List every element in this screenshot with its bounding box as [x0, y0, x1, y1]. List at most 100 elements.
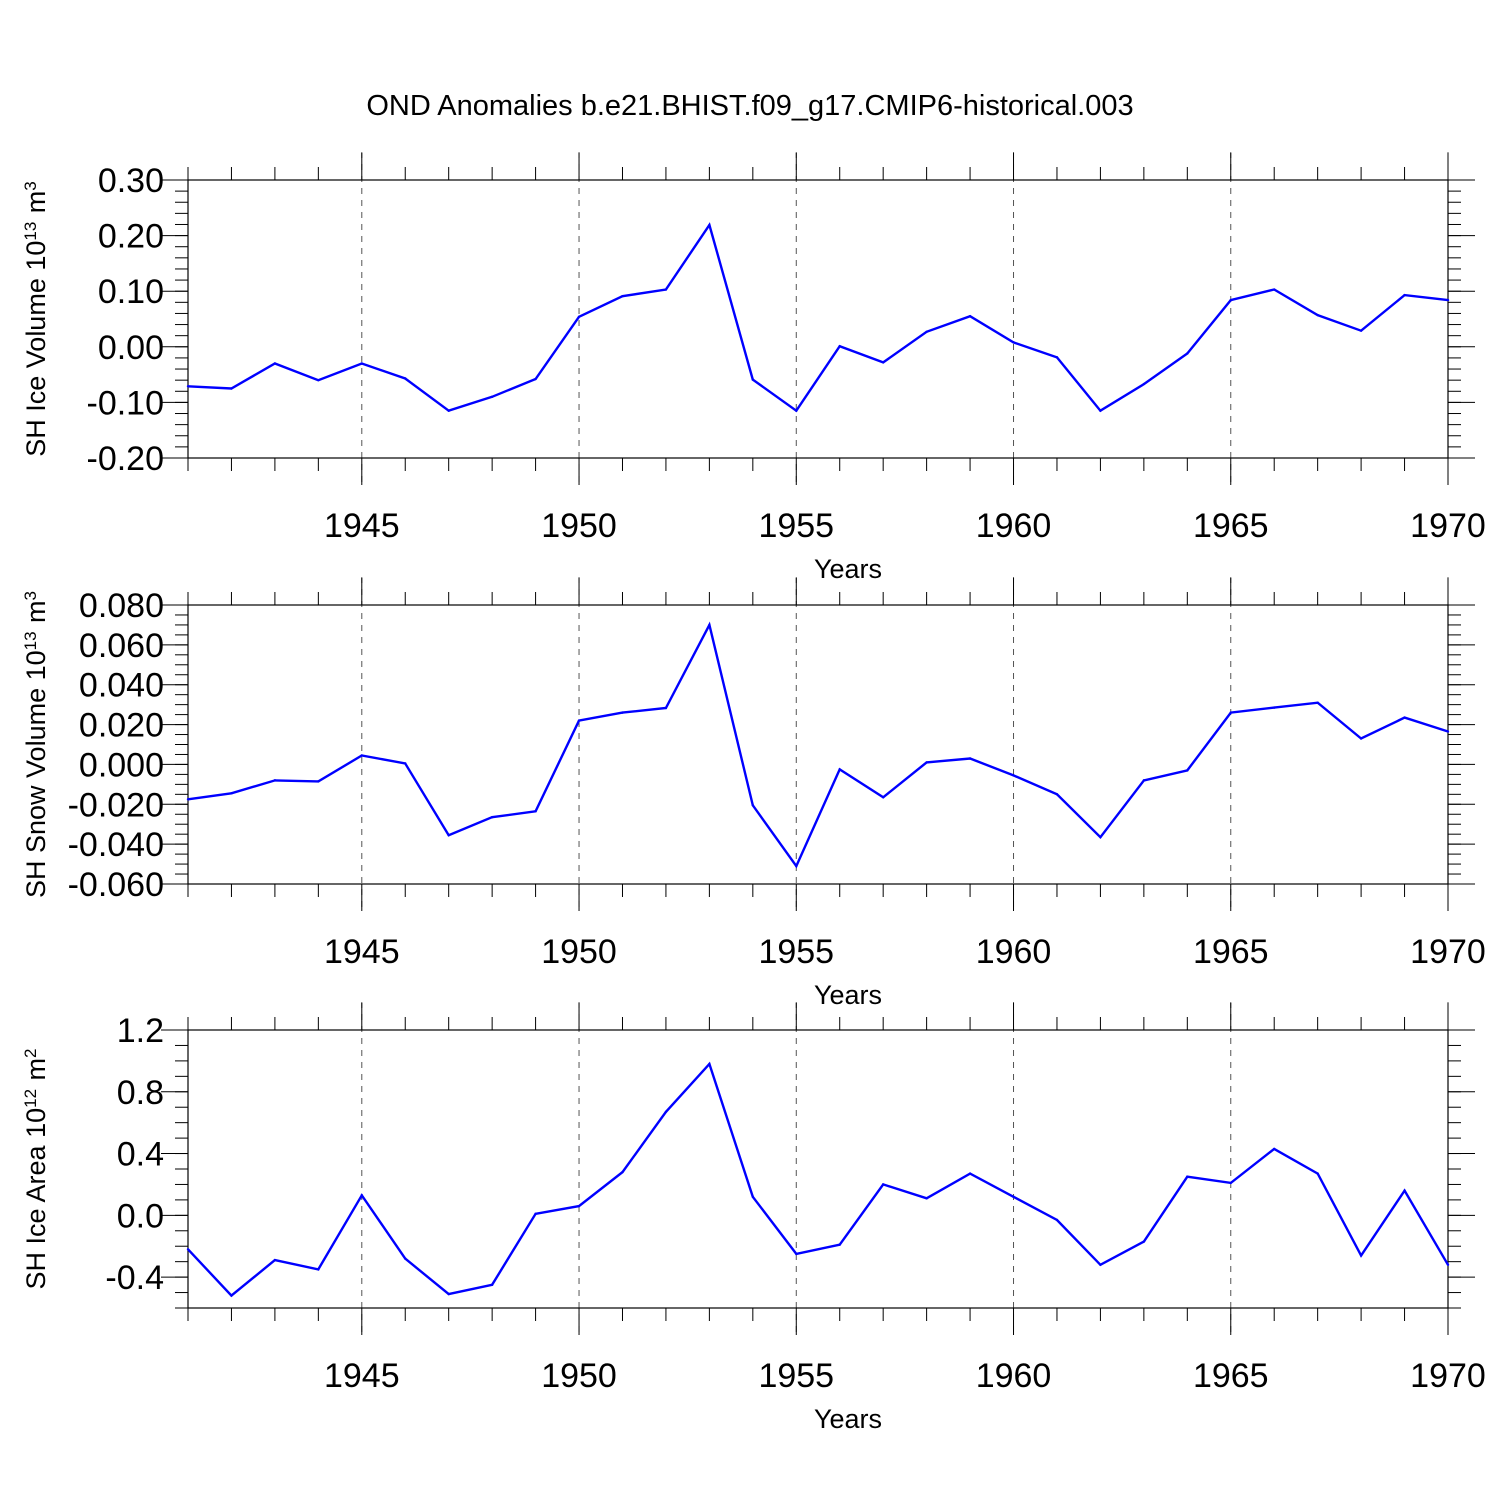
data-point — [577, 719, 581, 722]
y-tick-label: 0.4 — [117, 1136, 164, 1174]
data-point — [1403, 1189, 1406, 1192]
data-point — [186, 385, 190, 388]
data-point — [230, 792, 233, 795]
plot-frame — [187, 604, 1449, 885]
data-point — [621, 1170, 624, 1174]
data-point — [1099, 409, 1102, 412]
data-point — [838, 768, 841, 771]
x-axis-title: Years — [814, 554, 882, 584]
figure-title: OND Anomalies b.e21.BHIST.f09_g17.CMIP6-… — [366, 90, 1133, 122]
y-tick-label: 0.20 — [98, 218, 164, 256]
data-point — [1359, 329, 1363, 332]
y-tick-label: -0.020 — [68, 786, 164, 824]
y-tick-label: 0.10 — [98, 273, 164, 311]
data-point — [1446, 298, 1450, 302]
y-tick-label: -0.040 — [68, 826, 164, 864]
x-tick-label: 1960 — [976, 507, 1052, 545]
data-point — [273, 1258, 277, 1262]
data-point — [230, 1294, 233, 1297]
data-point — [273, 362, 277, 365]
data-point — [490, 816, 494, 819]
data-point — [881, 796, 885, 799]
data-point — [230, 387, 233, 390]
data-line — [187, 621, 1449, 869]
y-tick-label: 0.30 — [98, 162, 164, 200]
data-point — [1142, 382, 1146, 386]
y-tick-label: 0.0 — [117, 1197, 164, 1235]
data-point — [1229, 1181, 1232, 1185]
data-point — [1316, 701, 1319, 704]
data-point — [273, 779, 277, 782]
data-point — [751, 804, 755, 807]
panels: -0.20 -0.10 0.00 0.10 0.20 0.30 1945 1950 1955 19… — [21, 152, 1486, 1434]
data-point — [577, 315, 581, 318]
data-point — [795, 864, 798, 868]
data-point — [881, 361, 885, 364]
data-point — [1012, 1195, 1015, 1199]
data-point — [1359, 737, 1363, 740]
plot-frame — [187, 179, 1449, 459]
y-tick-label: -0.4 — [105, 1259, 164, 1297]
data-point — [1012, 341, 1015, 344]
data-point — [490, 1283, 494, 1287]
data-point — [1273, 1147, 1276, 1151]
chart-panel-1: -0.20 -0.10 0.00 0.10 0.20 0.30 1945 1950 1955 19… — [21, 152, 1486, 584]
y-tick-label: 0.020 — [79, 707, 164, 745]
x-tick-label: 1955 — [758, 1357, 834, 1395]
x-tick-label: 1950 — [541, 933, 617, 971]
y-axis-title: SH Ice Area 1012 m2 — [21, 1049, 52, 1290]
y-tick-label: 0.00 — [98, 329, 164, 367]
data-point — [1055, 793, 1059, 796]
x-tick-label: 1970 — [1410, 933, 1486, 971]
data-point — [708, 1062, 711, 1066]
data-point — [621, 295, 624, 298]
data-point — [1142, 1240, 1146, 1243]
data-point — [1403, 293, 1406, 297]
data-point — [708, 223, 711, 227]
data-point — [1055, 356, 1059, 359]
y-axis-title: SH Snow Volume 1013 m3 — [21, 591, 52, 898]
data-point — [534, 377, 537, 381]
x-tick-label: 1950 — [541, 1357, 617, 1395]
data-line — [187, 1061, 1450, 1298]
data-point — [925, 761, 928, 764]
data-point — [577, 1204, 581, 1208]
data-point — [1186, 352, 1189, 355]
data-point — [1316, 313, 1319, 317]
y-tick-label: 0.8 — [117, 1074, 164, 1112]
chart-panel-3: -0.4 0.0 0.4 0.8 1.2 1945 1950 1955 1960 1965 1970… — [21, 1002, 1486, 1434]
data-point — [1316, 1172, 1319, 1175]
data-point — [186, 1248, 190, 1251]
data-point — [1099, 1263, 1102, 1266]
data-point — [1012, 774, 1015, 777]
y-axis-title: SH Ice Volume 1013 m3 — [21, 181, 52, 457]
data-point — [1446, 730, 1450, 733]
y-tick-label: 0.000 — [79, 746, 164, 784]
data-point — [490, 395, 494, 399]
data-point — [968, 1172, 972, 1175]
data-point — [1229, 711, 1232, 714]
data-point — [795, 409, 798, 412]
x-tick-label: 1970 — [1410, 1357, 1486, 1395]
x-tick-label: 1945 — [324, 933, 400, 971]
data-point — [664, 706, 668, 710]
x-tick-label: 1970 — [1410, 507, 1486, 545]
y-tick-label: -0.20 — [87, 440, 165, 478]
x-tick-label: 1945 — [324, 507, 400, 545]
x-tick-label: 1950 — [541, 507, 617, 545]
data-point — [1055, 1218, 1059, 1222]
data-point — [317, 1268, 320, 1271]
y-tick-label: 0.060 — [79, 627, 164, 665]
chart-panel-2: -0.060-0.040-0.0200.0000.0200.0400.0600.… — [21, 577, 1486, 1010]
x-tick-label: 1960 — [976, 933, 1052, 971]
data-point — [1186, 1175, 1189, 1178]
x-tick-label: 1965 — [1193, 933, 1269, 971]
data-point — [404, 762, 407, 765]
data-point — [1359, 1254, 1363, 1257]
data-point — [360, 754, 363, 757]
data-point — [534, 810, 537, 813]
data-point — [1099, 835, 1102, 839]
y-tick-label: 0.080 — [79, 587, 164, 625]
data-point — [881, 1183, 885, 1186]
y-tick-label: 1.2 — [117, 1012, 164, 1050]
